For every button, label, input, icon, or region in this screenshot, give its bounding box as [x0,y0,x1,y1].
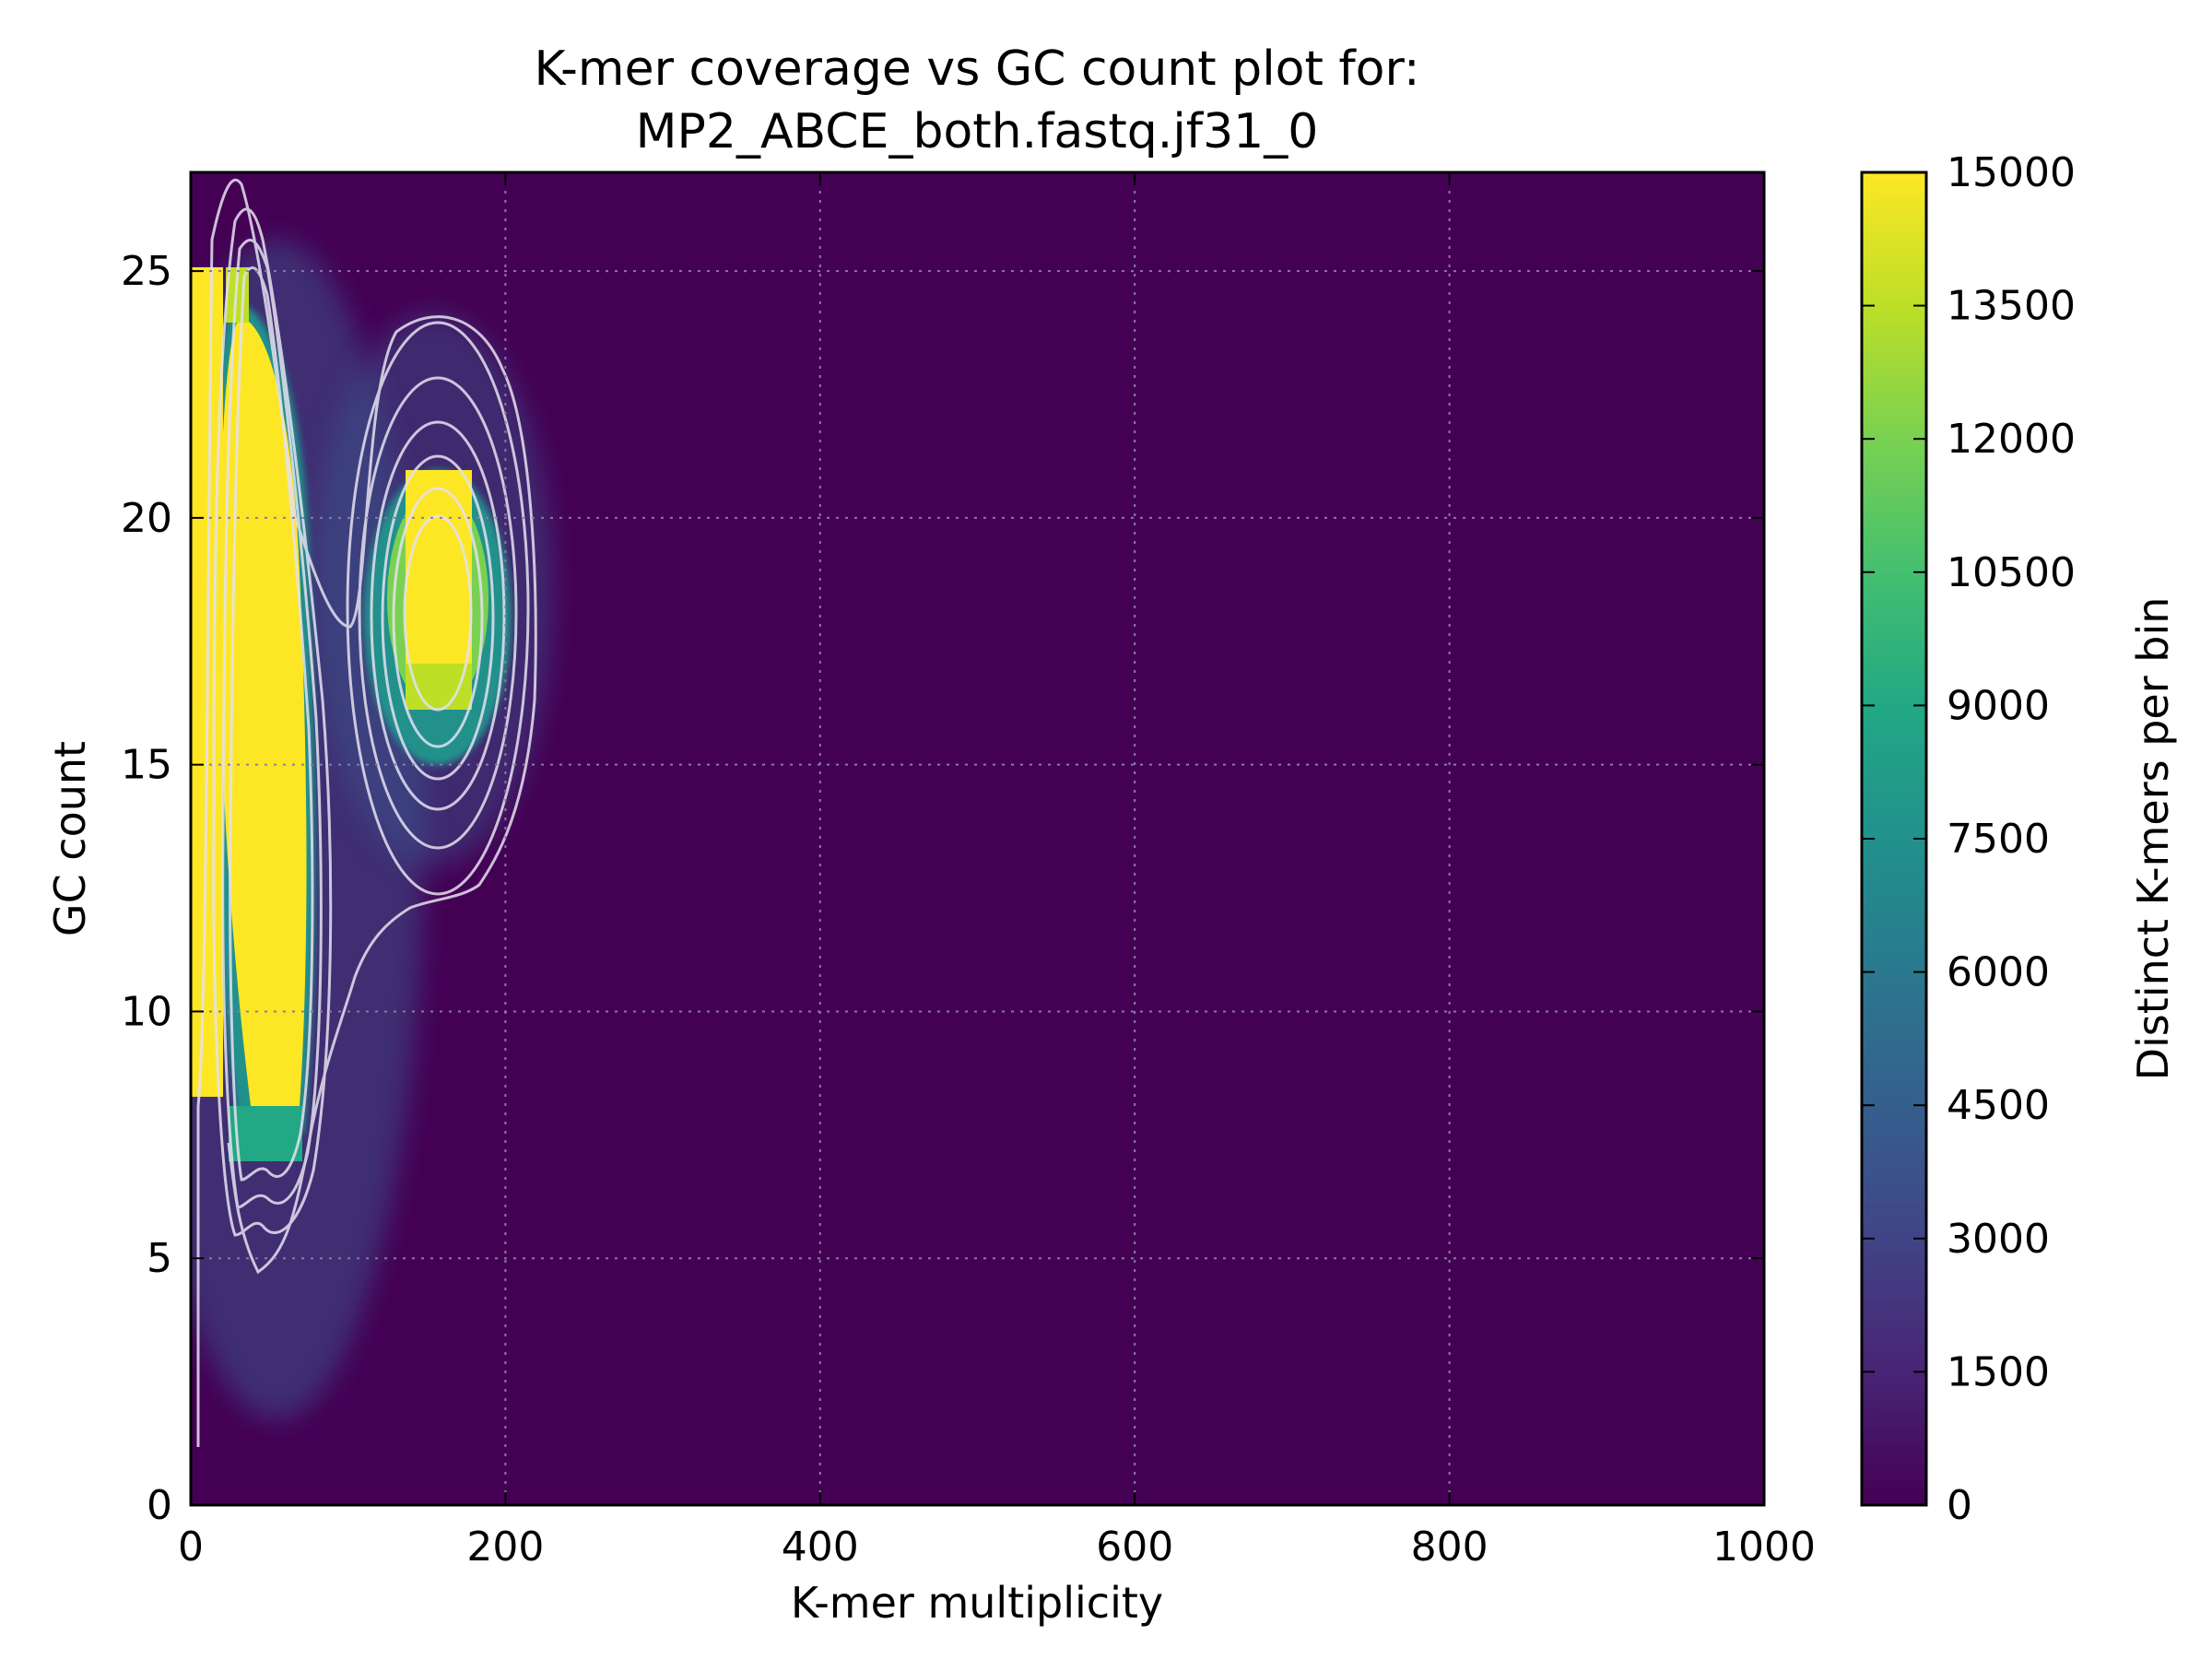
x-axis-label: K-mer multiplicity [791,1578,1163,1628]
y-tick-label: 10 [121,988,172,1035]
contour-p2-4 [381,454,495,781]
plot-area [191,172,1764,1505]
colorbar-tick-label: 10500 [1947,549,2076,596]
colorbar-tick-label: 13500 [1947,283,2076,330]
peak-1-bottom [229,1106,302,1161]
x-axis-ticks: 0 200 400 600 800 1000 [178,172,1816,1571]
colorbar-tick-label: 3000 [1947,1216,2050,1263]
plot-frame [189,171,1766,1507]
contour-outer [196,178,537,1447]
x-tick-label: 800 [1411,1524,1488,1571]
x-tick-label: 1000 [1712,1524,1816,1571]
contour-p2-outer [346,321,530,896]
x-tick-label: 200 [466,1524,544,1571]
contour-lines [196,178,537,1447]
grid-lines [191,172,1764,1505]
colorbar-tick-label: 7500 [1947,816,2050,863]
colorbar-label: Distinct K-mers per bin [2128,597,2178,1081]
chart-title-line-1: K-mer coverage vs GC count plot for: [535,41,1420,97]
colorbar-tick-label: 0 [1947,1482,1972,1529]
colorbar-tick-label: 9000 [1947,682,2050,729]
y-tick-label: 25 [121,248,172,295]
contour-p2-2 [358,376,518,850]
colorbar-tick-label: 15000 [1947,149,2076,196]
colorbar-tick-label: 6000 [1947,949,2050,996]
x-tick-label: 600 [1096,1524,1173,1571]
colorbar-ticks: 0 1500 3000 4500 6000 7500 9000 10500 12000 13500… [1862,149,2076,1529]
colorbar-tick-label: 1500 [1947,1348,2050,1395]
contour-p2-3 [370,420,506,811]
contour-3 [221,239,323,1209]
colorbar-tick-label: 4500 [1947,1082,2050,1129]
y-tick-label: 15 [121,742,172,789]
contour-p2-5 [392,487,484,748]
y-tick-label: 0 [147,1482,172,1529]
y-tick-label: 20 [121,495,172,542]
chart-title-line-2: MP2_ABCE_both.fastq.jf31_0 [636,104,1319,159]
y-axis-label: GC count [45,741,95,936]
y-tick-label: 5 [147,1235,172,1282]
x-tick-label: 0 [178,1524,204,1571]
colorbar-tick-label: 12000 [1947,416,2076,463]
peak-2-core [406,470,472,664]
x-tick-label: 400 [782,1524,859,1571]
y-axis-ticks: 0 5 10 15 20 25 [121,248,1764,1529]
peak-1-core [218,318,307,1106]
contour-p2-6 [403,514,473,712]
contour-4 [229,266,314,1182]
